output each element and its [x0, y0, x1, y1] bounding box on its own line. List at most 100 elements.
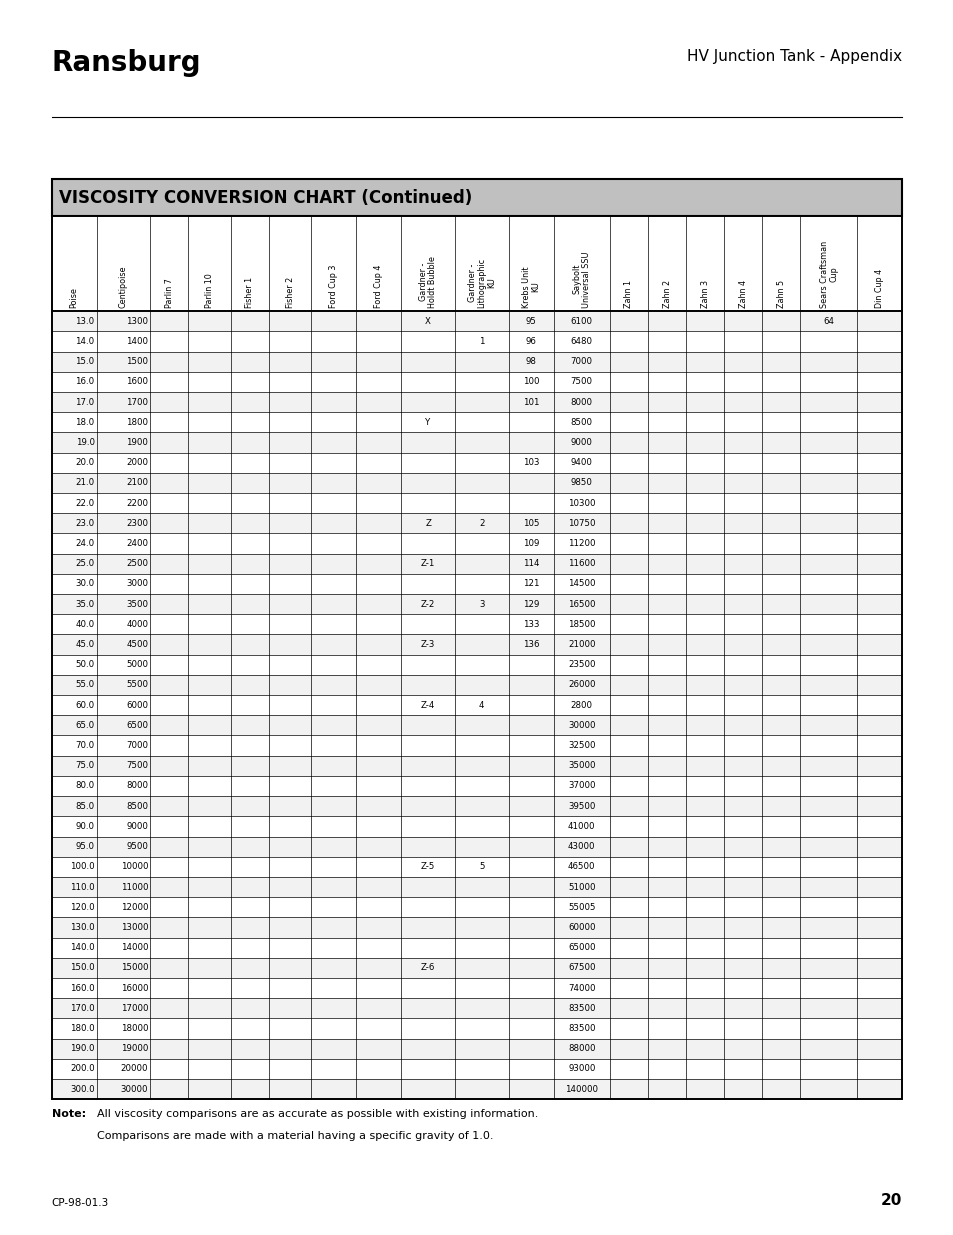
Text: 24.0: 24.0	[75, 538, 94, 548]
Text: 121: 121	[522, 579, 538, 588]
Text: 4500: 4500	[126, 640, 148, 650]
Text: 2100: 2100	[126, 478, 148, 488]
Text: 83500: 83500	[567, 1024, 595, 1032]
Bar	[51, 534, 902, 553]
Text: 45.0: 45.0	[75, 640, 94, 650]
Text: Krebs Unit
KU: Krebs Unit KU	[521, 266, 540, 308]
Text: Z-6: Z-6	[420, 963, 435, 972]
Text: Comparisons are made with a material having a specific gravity of 1.0.: Comparisons are made with a material hav…	[97, 1131, 494, 1141]
Text: 8500: 8500	[570, 417, 592, 427]
Text: 15.0: 15.0	[75, 357, 94, 367]
Text: 30.0: 30.0	[75, 579, 94, 588]
Bar	[51, 216, 902, 311]
Text: 11000: 11000	[121, 883, 148, 892]
Text: X: X	[425, 317, 431, 326]
Text: 18.0: 18.0	[75, 417, 94, 427]
Bar	[51, 715, 902, 736]
Bar	[51, 776, 902, 797]
Text: 30000: 30000	[567, 721, 595, 730]
Bar	[51, 453, 902, 473]
Bar	[51, 1058, 902, 1079]
Text: 8500: 8500	[126, 802, 148, 810]
Bar	[51, 877, 902, 897]
Text: 20: 20	[881, 1193, 902, 1208]
Text: 26000: 26000	[567, 680, 595, 689]
Text: 13000: 13000	[121, 923, 148, 932]
Text: 180.0: 180.0	[70, 1024, 94, 1032]
Bar	[51, 574, 902, 594]
Bar	[51, 391, 902, 412]
Bar	[51, 1039, 902, 1058]
Bar	[51, 514, 902, 534]
Text: Zahn 3: Zahn 3	[700, 279, 709, 308]
Bar	[51, 978, 902, 998]
Text: 2400: 2400	[126, 538, 148, 548]
Text: 41000: 41000	[567, 823, 595, 831]
Text: 60000: 60000	[567, 923, 595, 932]
Text: 40.0: 40.0	[75, 620, 94, 629]
Text: 10000: 10000	[121, 862, 148, 872]
Text: 133: 133	[522, 620, 538, 629]
Text: All viscosity comparisons are as accurate as possible with existing information.: All viscosity comparisons are as accurat…	[97, 1109, 538, 1119]
Text: 300.0: 300.0	[70, 1084, 94, 1093]
Text: 1800: 1800	[126, 417, 148, 427]
Text: Gardner -
Holdt Bubble: Gardner - Holdt Bubble	[418, 256, 437, 308]
Text: 200.0: 200.0	[70, 1065, 94, 1073]
Text: 5500: 5500	[126, 680, 148, 689]
Text: 7500: 7500	[570, 378, 592, 387]
Text: 60.0: 60.0	[75, 700, 94, 710]
Text: 90.0: 90.0	[75, 823, 94, 831]
Text: 9500: 9500	[127, 842, 148, 851]
Text: Zahn 4: Zahn 4	[738, 279, 747, 308]
Bar	[51, 635, 902, 655]
Text: 2800: 2800	[570, 700, 592, 710]
Bar	[51, 857, 902, 877]
Text: Zahn 1: Zahn 1	[624, 279, 633, 308]
Text: Poise: Poise	[70, 287, 78, 308]
Text: 23500: 23500	[567, 661, 595, 669]
Text: 6480: 6480	[570, 337, 592, 346]
Text: 17000: 17000	[121, 1004, 148, 1013]
Text: Note:: Note:	[51, 1109, 86, 1119]
Text: HV Junction Tank - Appendix: HV Junction Tank - Appendix	[687, 49, 902, 64]
Text: 10750: 10750	[567, 519, 595, 527]
Text: 19000: 19000	[121, 1044, 148, 1053]
Bar	[51, 594, 902, 614]
Text: 55005: 55005	[567, 903, 595, 911]
Bar	[51, 897, 902, 918]
Text: 16500: 16500	[567, 600, 595, 609]
Text: 16.0: 16.0	[75, 378, 94, 387]
Text: 14500: 14500	[567, 579, 595, 588]
Bar	[51, 695, 902, 715]
Text: 6500: 6500	[126, 721, 148, 730]
Bar	[51, 179, 902, 216]
Text: 30000: 30000	[121, 1084, 148, 1093]
Text: 93000: 93000	[567, 1065, 595, 1073]
Text: 20.0: 20.0	[75, 458, 94, 467]
Text: 50.0: 50.0	[75, 661, 94, 669]
Bar	[51, 937, 902, 957]
Text: 6100: 6100	[570, 317, 592, 326]
Bar	[51, 836, 902, 857]
Bar	[51, 412, 902, 432]
Text: 21000: 21000	[567, 640, 595, 650]
Text: Parlin 10: Parlin 10	[205, 273, 213, 308]
Text: 9000: 9000	[570, 438, 592, 447]
Text: Ford Cup 4: Ford Cup 4	[374, 264, 383, 308]
Text: Z-2: Z-2	[420, 600, 435, 609]
Text: 15000: 15000	[121, 963, 148, 972]
Text: 9000: 9000	[127, 823, 148, 831]
Text: 46500: 46500	[567, 862, 595, 872]
Text: Gardner -
Lithographic
KU: Gardner - Lithographic KU	[467, 257, 496, 308]
Bar	[51, 311, 902, 331]
Text: 74000: 74000	[567, 983, 595, 993]
Text: 12000: 12000	[121, 903, 148, 911]
Text: 2000: 2000	[126, 458, 148, 467]
Text: 114: 114	[522, 559, 538, 568]
Text: 75.0: 75.0	[75, 761, 94, 771]
Text: 32500: 32500	[567, 741, 595, 750]
Text: 2500: 2500	[126, 559, 148, 568]
Text: 37000: 37000	[567, 782, 595, 790]
Text: 7000: 7000	[126, 741, 148, 750]
Text: 55.0: 55.0	[75, 680, 94, 689]
